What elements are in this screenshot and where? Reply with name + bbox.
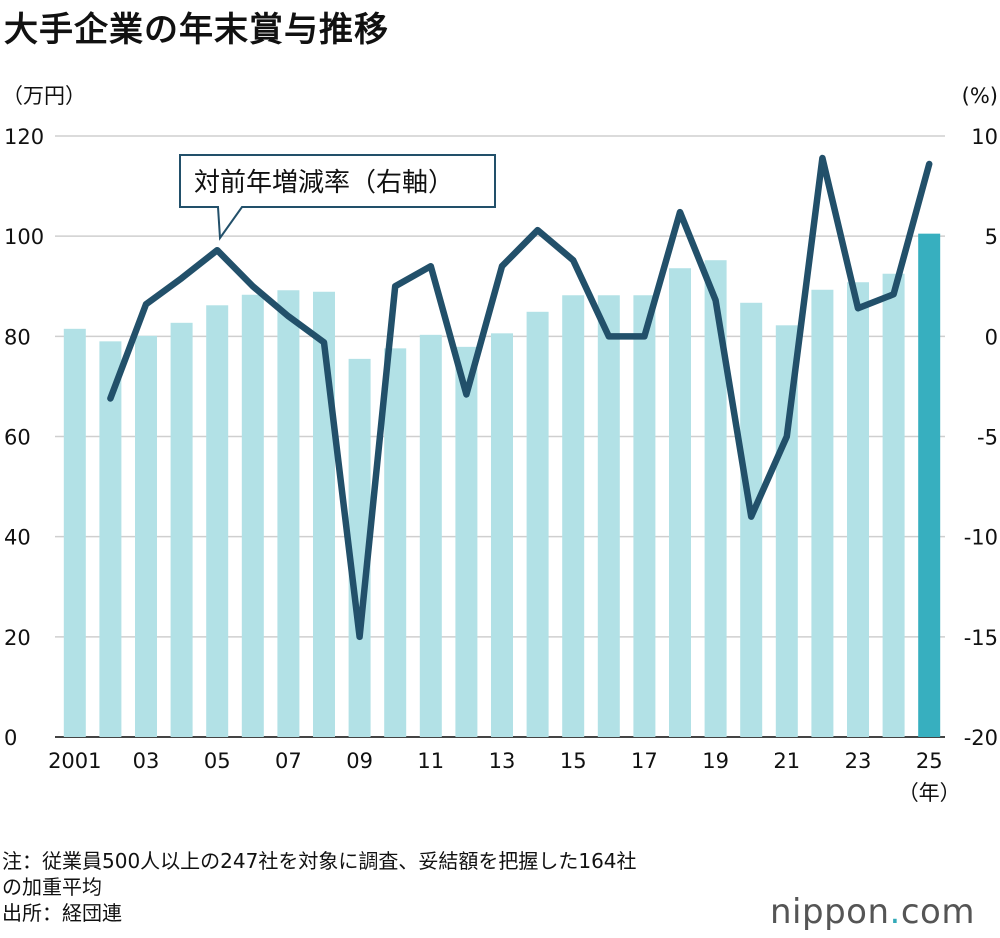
- left-tick-label: 60: [4, 426, 31, 450]
- x-tick-label: 07: [275, 749, 302, 773]
- left-axis-unit: （万円）: [2, 84, 86, 108]
- bar: [384, 348, 407, 737]
- bar: [847, 282, 869, 737]
- left-tick-label: 80: [4, 325, 31, 349]
- bar: [882, 273, 905, 737]
- bar: [526, 311, 549, 737]
- bar: [348, 358, 371, 737]
- bar-series: [63, 233, 941, 737]
- bar: [63, 328, 86, 737]
- left-tick-label: 100: [4, 225, 44, 249]
- bar: [811, 289, 834, 737]
- x-tick-label: 05: [204, 749, 231, 773]
- bar: [491, 333, 513, 737]
- callout-label: 対前年増減率（右軸）: [194, 168, 454, 198]
- bar: [99, 341, 122, 737]
- x-tick-label: 23: [845, 749, 872, 773]
- x-tick-label: 11: [417, 749, 444, 773]
- right-tick-label: 5: [985, 225, 998, 249]
- chart-title: 大手企業の年末賞与推移: [4, 10, 389, 50]
- x-tick-label: 17: [631, 749, 658, 773]
- x-tick-label: 03: [133, 749, 160, 773]
- x-axis-unit: （年）: [898, 781, 961, 805]
- x-tick-label: 2001: [48, 749, 101, 773]
- chart-note: 注：従業員500人以上の247社を対象に調査、妥結額を把握した164社 の加重平…: [2, 848, 637, 926]
- x-tick-label: 25: [916, 749, 943, 773]
- bar: [170, 322, 193, 737]
- bar: [277, 290, 300, 737]
- bar: [597, 295, 620, 737]
- left-tick-label: 40: [4, 526, 31, 550]
- bar: [918, 233, 941, 737]
- left-tick-label: 120: [4, 125, 44, 149]
- x-tick-label: 15: [560, 749, 587, 773]
- source-line: 出所：経団連: [2, 901, 122, 925]
- right-tick-label: -20: [964, 726, 998, 750]
- callout-box: [179, 154, 496, 241]
- bar: [455, 346, 478, 737]
- x-tick-label: 21: [773, 749, 800, 773]
- bar: [419, 334, 442, 737]
- left-tick-label: 0: [4, 726, 17, 750]
- nippon-logo: nippon.com: [770, 892, 975, 932]
- right-axis-unit: (%): [962, 84, 998, 108]
- right-tick-label: 0: [985, 325, 998, 349]
- bar: [241, 294, 264, 737]
- note-line: の加重平均: [2, 875, 102, 899]
- line-path: [107, 154, 933, 641]
- left-tick-label: 20: [4, 626, 31, 650]
- right-tick-label: -5: [977, 426, 998, 450]
- right-tick-label: 10: [971, 125, 998, 149]
- line-series: [107, 154, 933, 641]
- bar: [633, 295, 656, 737]
- x-tick-label: 13: [489, 749, 516, 773]
- bar: [669, 268, 691, 737]
- x-tick-label: 09: [346, 749, 373, 773]
- bar: [562, 295, 585, 737]
- right-tick-label: -10: [964, 526, 998, 550]
- x-tick-label: 19: [702, 749, 729, 773]
- legend-callout: 対前年増減率（右軸）: [179, 154, 496, 241]
- right-tick-label: -15: [964, 626, 998, 650]
- note-line: 注：従業員500人以上の247社を対象に調査、妥結額を把握した164社: [2, 849, 637, 873]
- bar: [775, 325, 798, 737]
- bar: [740, 302, 763, 737]
- bar: [704, 260, 727, 737]
- bar: [206, 305, 229, 737]
- bar: [135, 335, 157, 737]
